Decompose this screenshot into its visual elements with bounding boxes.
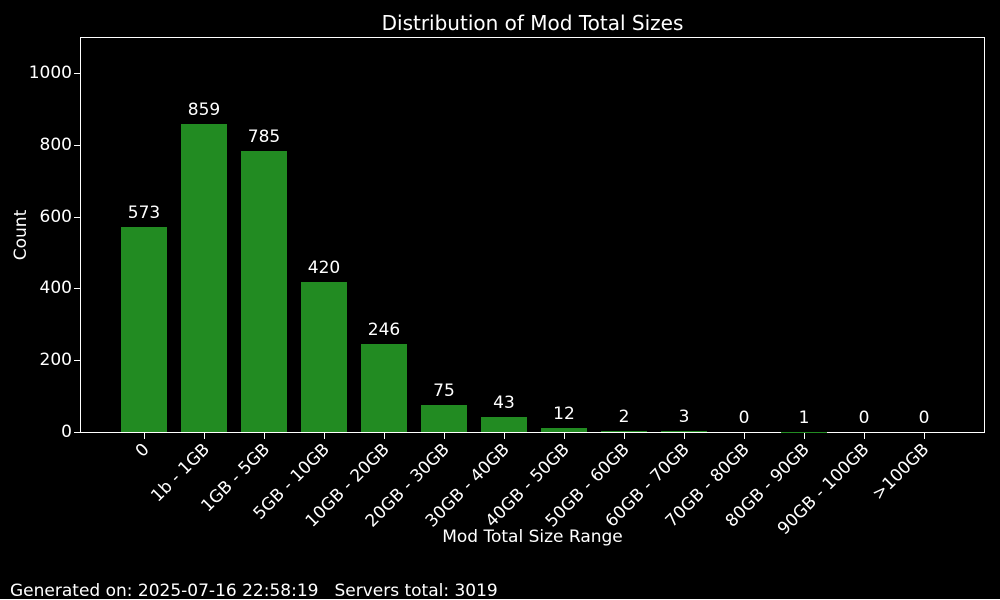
bar-value-label: 246: [367, 319, 401, 340]
y-tick: [74, 431, 80, 433]
x-tick-label: >100GB: [869, 439, 934, 505]
bar-value-label: 859: [187, 100, 221, 121]
bar: [241, 150, 287, 432]
footer-generated-timestamp: Generated on: 2025-07-16 22:58:19: [10, 581, 319, 600]
x-tick: [264, 433, 265, 439]
y-tick-label: 0: [61, 421, 72, 442]
y-tick: [74, 288, 80, 290]
bar-value-label: 785: [247, 126, 281, 147]
bar-value-label: 3: [678, 406, 690, 427]
bar-value-label: 43: [493, 392, 515, 413]
bar-value-label: 0: [918, 408, 930, 428]
x-tick: [144, 433, 145, 439]
bar-value-label: 420: [307, 257, 341, 278]
bar-value-label: 2: [618, 407, 630, 428]
y-tick: [74, 359, 80, 361]
x-tick: [324, 433, 325, 439]
y-tick-label: 600: [39, 206, 72, 227]
bar: [541, 427, 587, 432]
bar: [481, 416, 527, 432]
x-tick: [444, 433, 445, 439]
x-tick-label: 0: [131, 439, 154, 462]
x-tick: [564, 433, 565, 439]
x-tick: [624, 433, 625, 439]
bar: [661, 430, 707, 432]
bar-value-label: 0: [858, 408, 870, 428]
x-axis-label: Mod Total Size Range: [442, 527, 623, 547]
bar-value-label: 0: [738, 408, 750, 428]
y-tick-label: 1000: [28, 63, 72, 84]
x-tick: [804, 433, 805, 439]
plot-area: 573 0 859 1b - 1GB 785 1GB - 5GB 420 5GB - 10GB…: [29, 37, 985, 539]
bar: [121, 226, 167, 432]
bar-value-label: 573: [127, 202, 161, 223]
x-tick: [684, 433, 685, 439]
y-tick: [74, 73, 80, 75]
x-tick: [504, 433, 505, 439]
y-tick: [74, 216, 80, 218]
footer-servers-total: Servers total: 3019: [334, 581, 498, 600]
y-axis-label: Count: [11, 209, 31, 261]
y-tick-label: 800: [39, 134, 72, 155]
bar: [601, 431, 647, 432]
bar: [361, 343, 407, 432]
x-tick: [744, 433, 745, 439]
bar: [421, 405, 467, 432]
bar-value-label: 1: [798, 407, 810, 428]
x-tick: [864, 433, 865, 439]
y-tick-label: 200: [39, 349, 72, 370]
chart-title: Distribution of Mod Total Sizes: [381, 11, 684, 35]
x-tick: [204, 433, 205, 439]
x-tick: [384, 433, 385, 439]
y-tick: [74, 144, 80, 146]
bar-value-label: 12: [553, 403, 575, 424]
bar: [181, 124, 227, 432]
y-tick-label: 400: [39, 278, 72, 299]
bar: [301, 281, 347, 432]
figure-footer: Generated on: 2025-07-16 22:58:19 Servers…: [10, 581, 498, 600]
x-tick: [924, 433, 925, 439]
bar-value-label: 75: [433, 381, 455, 402]
